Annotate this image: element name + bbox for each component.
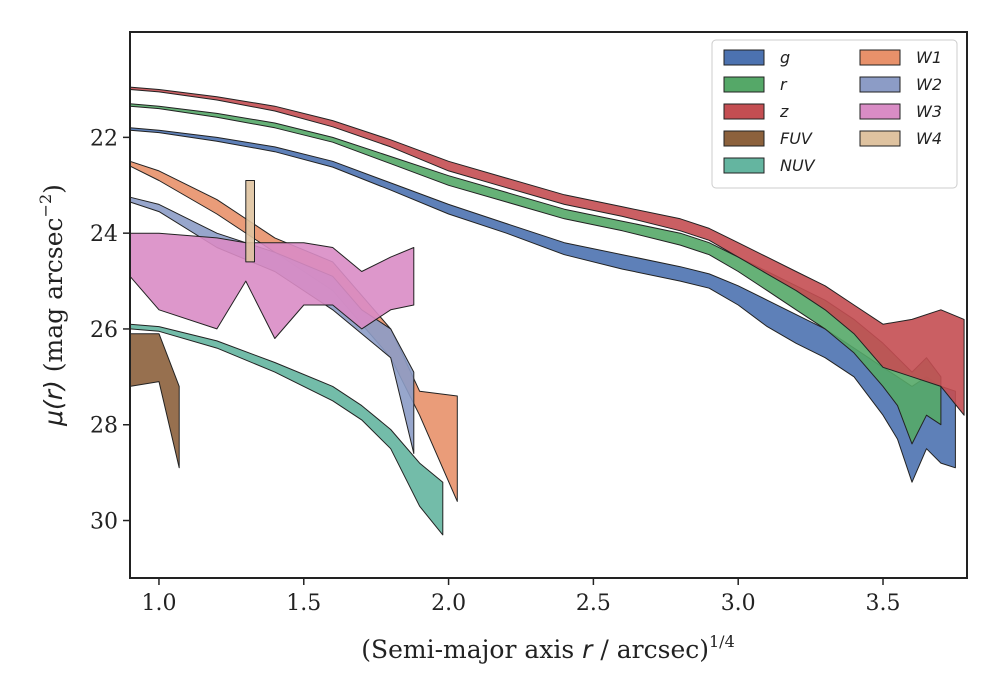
y-tick-label: 28 — [90, 414, 118, 439]
x-tick-label: 1.0 — [141, 591, 176, 616]
legend: grz FUV NUV W1 W2 W3 W4 — [711, 39, 958, 189]
y-tick-label: 22 — [90, 126, 118, 151]
band-w4 — [245, 180, 255, 263]
x-tick-label: 2.0 — [431, 591, 466, 616]
y-tick-label: 26 — [90, 318, 118, 343]
legend-swatch-w3 — [859, 103, 901, 120]
x-tick-label: 3.0 — [721, 591, 756, 616]
legend-swatch-w2 — [859, 76, 901, 93]
legend-label-r: r — [780, 75, 788, 94]
legend-swatch-g — [723, 49, 765, 66]
band-r — [129, 103, 942, 445]
y-tick-label: 24 — [90, 222, 118, 247]
plot-frame — [129, 31, 968, 579]
x-tick-label: 1.5 — [286, 591, 321, 616]
band-z — [129, 86, 965, 416]
legend-label-w1: W1 — [916, 48, 942, 67]
legend-label-g: g — [780, 48, 790, 67]
x-tick-label: 3.5 — [866, 591, 901, 616]
legend-swatch-z — [723, 103, 765, 120]
legend-label-nuv: NUV — [780, 156, 816, 175]
band-w1 — [129, 160, 458, 502]
series-bands — [129, 86, 965, 536]
legend-label-w3: W3 — [916, 102, 942, 121]
band-nuv — [129, 323, 444, 536]
legend-swatch-r — [723, 76, 765, 93]
legend-swatch-w4 — [859, 130, 901, 147]
band-g — [129, 127, 956, 483]
y-axis-ticks: 22 24 26 28 30 — [90, 126, 130, 535]
y-tick-label: 30 — [90, 510, 118, 535]
legend-label-w2: W2 — [916, 75, 942, 94]
y-axis-label: μ(r) (mag arcsec−2) — [36, 184, 68, 427]
x-tick-label: 2.5 — [576, 591, 611, 616]
legend-swatch-fuv — [723, 130, 765, 147]
band-w3 — [129, 232, 415, 339]
x-axis-ticks: 1.0 1.5 2.0 2.5 3.0 3.5 — [141, 578, 901, 616]
legend-label-z: z — [779, 102, 789, 121]
band-fuv — [129, 333, 180, 469]
legend-label-w4: W4 — [916, 129, 942, 148]
x-axis-label: (Semi-major axis r / arcsec)1/4 — [361, 632, 735, 664]
legend-swatch-nuv — [723, 157, 765, 174]
legend-swatch-w1 — [859, 49, 901, 66]
legend-label-fuv: FUV — [780, 129, 813, 148]
